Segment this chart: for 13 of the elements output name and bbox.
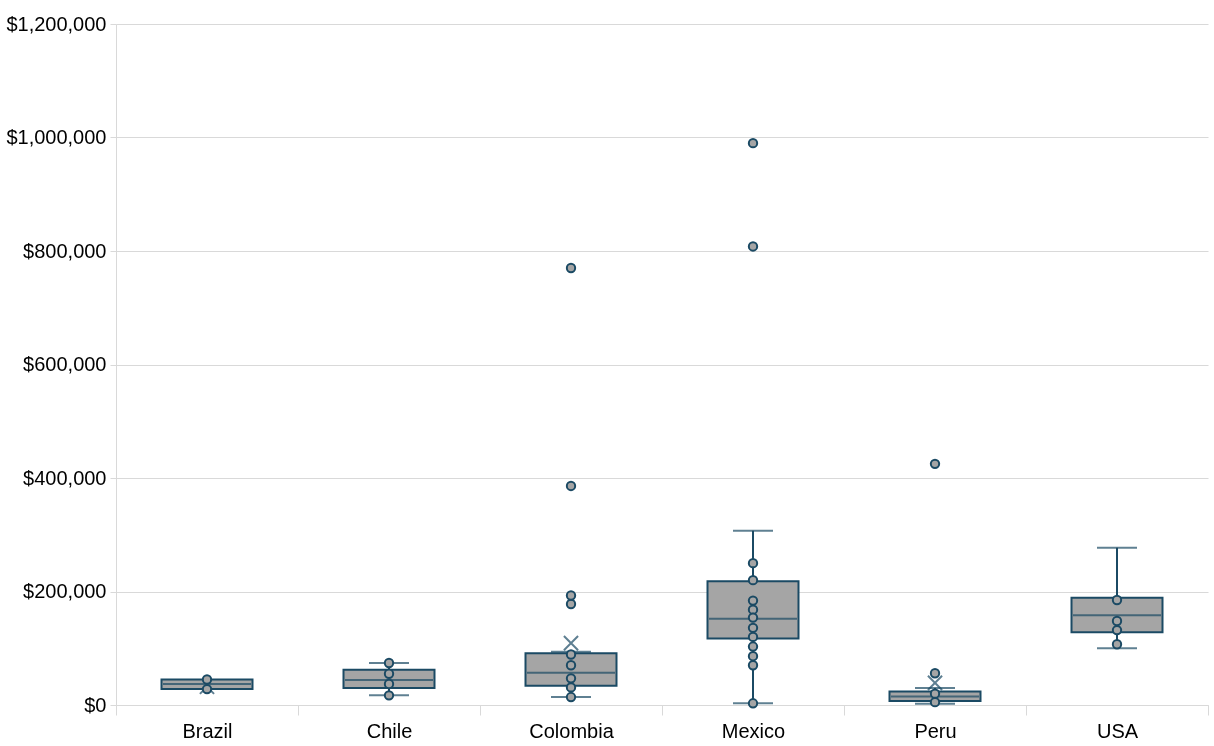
y-tick-label: $800,000 bbox=[23, 239, 107, 262]
x-tick-label: USA bbox=[1096, 719, 1139, 742]
x-tick-label: Peru bbox=[914, 719, 957, 742]
y-tick-label: $400,000 bbox=[23, 466, 107, 489]
y-tick-label: $1,000,000 bbox=[6, 126, 107, 148]
x-tick-label: Brazil bbox=[182, 719, 233, 742]
y-tick-label: $600,000 bbox=[23, 353, 107, 375]
x-tick-label: Colombia bbox=[529, 719, 615, 742]
x-tick-label: Chile bbox=[366, 719, 413, 742]
y-tick-label: $1,200,000 bbox=[6, 12, 107, 35]
y-tick-label: $0 bbox=[84, 693, 107, 716]
x-tick-label: Mexico bbox=[721, 719, 786, 742]
y-tick-label: $200,000 bbox=[23, 580, 107, 602]
